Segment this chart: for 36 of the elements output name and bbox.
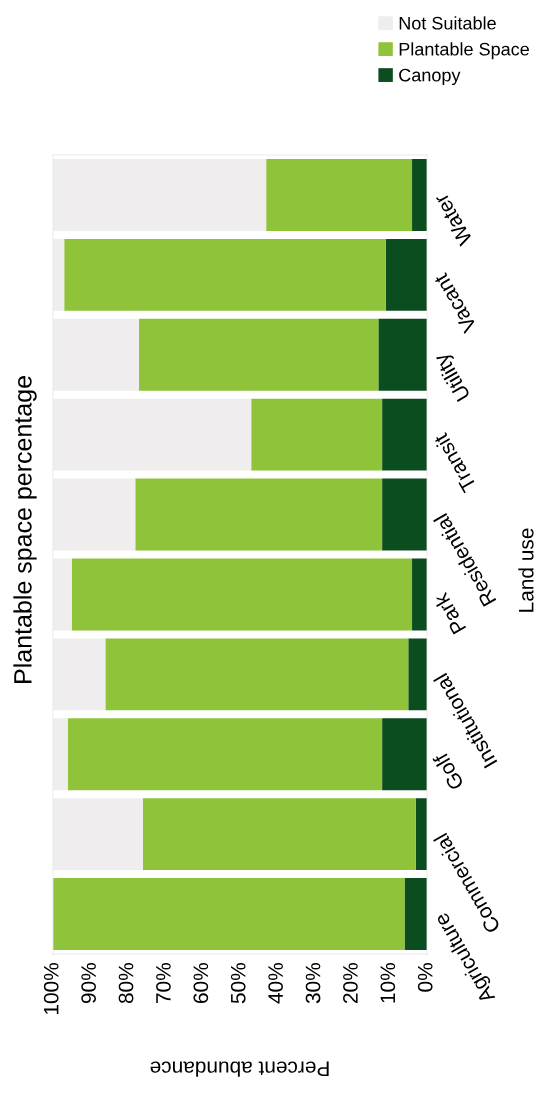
bar [408, 638, 427, 711]
bar [139, 318, 379, 391]
legend-label: Plantable Space [399, 42, 529, 60]
bar [266, 158, 413, 231]
bar [142, 798, 416, 871]
bar [385, 238, 427, 311]
legend-label: Not Suitable [399, 16, 496, 30]
bar [382, 718, 427, 791]
text: Plantable space percentage [13, 376, 37, 683]
x-tick-label: 90% [81, 963, 96, 1004]
bar [64, 238, 386, 311]
x-tick-label: 0% [417, 963, 433, 992]
x-tick-label: 70% [156, 963, 171, 1003]
x-tick-label: 60% [193, 963, 209, 1003]
bar [382, 398, 427, 471]
bar [251, 398, 383, 471]
x-tick-label: 100% [43, 963, 59, 1015]
bar [412, 158, 427, 231]
bar [412, 558, 427, 631]
bar [404, 878, 427, 950]
y-axis-title: Land use [518, 528, 534, 612]
bar [382, 478, 427, 551]
x-tick-label: 20% [343, 963, 358, 1003]
x-tick-label: 50% [230, 963, 246, 1004]
x-axis-title: Percent abundance [150, 1061, 329, 1077]
bar [105, 638, 409, 711]
bar [67, 718, 383, 791]
x-tick-label: 10% [380, 963, 396, 1003]
bar [378, 318, 427, 391]
legend-label: Canopy [399, 68, 461, 86]
bar [135, 478, 383, 551]
x-tick-label: 80% [118, 963, 134, 1004]
bar [71, 558, 413, 631]
bar [53, 878, 405, 950]
x-tick-label: 40% [268, 963, 283, 1004]
x-tick-label: 30% [305, 963, 321, 1004]
